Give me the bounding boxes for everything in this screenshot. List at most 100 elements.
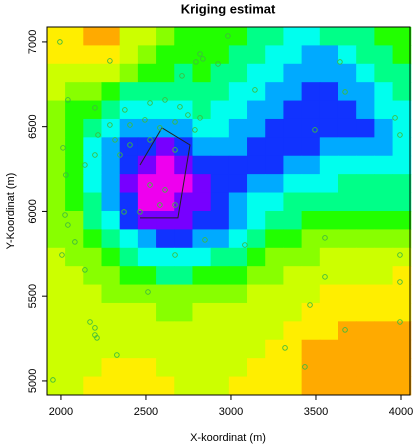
heat-cell — [374, 321, 394, 341]
heat-cell — [137, 339, 157, 359]
heat-cell — [392, 174, 412, 194]
data-point — [107, 58, 113, 64]
data-point — [197, 51, 203, 57]
heat-cell — [247, 358, 266, 378]
data-point — [322, 274, 328, 280]
x-tick-label: 3500 — [304, 406, 328, 418]
heat-cell — [247, 302, 266, 322]
heat-cell — [247, 284, 266, 304]
heat-cell — [210, 100, 230, 120]
heat-cell — [392, 155, 412, 175]
heat-cell — [319, 229, 339, 249]
heat-cell — [356, 174, 375, 194]
data-point — [92, 325, 98, 331]
heat-cell — [83, 358, 102, 378]
heat-cell — [156, 63, 175, 83]
heat-cell — [46, 174, 66, 194]
heat-cell — [174, 26, 193, 46]
heat-cell — [356, 229, 375, 249]
data-point — [397, 252, 403, 258]
heat-cell — [319, 321, 339, 341]
data-point — [200, 56, 206, 62]
heat-cell — [392, 284, 412, 304]
heat-cell — [301, 376, 321, 396]
heat-cell — [301, 155, 321, 175]
heat-cell — [319, 192, 339, 212]
heat-cell — [156, 155, 175, 175]
data-point — [127, 142, 133, 148]
heat-cell — [137, 26, 157, 46]
data-point — [192, 127, 198, 133]
heat-cell — [374, 174, 394, 194]
heat-cell — [374, 266, 394, 286]
heat-cell — [356, 155, 375, 175]
heat-cell — [301, 302, 321, 322]
data-point — [172, 119, 178, 125]
heat-cell — [228, 284, 248, 304]
heat-cell — [119, 211, 139, 230]
heat-cell — [247, 339, 266, 359]
heat-cell — [247, 192, 266, 212]
heat-cell — [283, 302, 303, 322]
heat-cell — [247, 26, 266, 46]
heat-cell — [283, 63, 303, 83]
heat-cell — [192, 137, 212, 157]
heat-cell — [65, 174, 84, 194]
heat-cell — [265, 302, 284, 322]
heat-cell — [283, 45, 303, 65]
heat-cell — [83, 339, 102, 359]
heat-cell — [301, 100, 321, 120]
heat-cell — [210, 339, 230, 359]
heat-cell — [174, 376, 193, 396]
heat-cell — [156, 266, 175, 286]
heat-cell — [319, 211, 339, 230]
x-tick-label: 2000 — [49, 406, 73, 418]
heat-cell — [46, 358, 66, 378]
heat-cell — [156, 211, 175, 230]
heat-cell — [192, 247, 212, 267]
data-point — [147, 100, 153, 106]
heat-cell — [247, 155, 266, 175]
heat-cell — [265, 266, 284, 286]
heat-cell — [374, 192, 394, 212]
heat-cell — [46, 321, 66, 341]
heat-cell — [83, 118, 102, 138]
heat-cell — [174, 211, 193, 230]
data-point — [142, 117, 148, 123]
heat-cell — [283, 339, 303, 359]
heat-cell — [228, 100, 248, 120]
data-point — [185, 112, 191, 118]
heat-cell — [101, 174, 121, 194]
heat-cell — [228, 174, 248, 194]
heat-cell — [101, 266, 121, 286]
heat-cell — [83, 26, 102, 46]
heat-cell — [101, 321, 121, 341]
heat-cell — [46, 45, 66, 65]
heat-cell — [119, 63, 139, 83]
heat-cell — [46, 100, 66, 120]
heat-cell — [101, 339, 121, 359]
heat-cell — [392, 82, 412, 102]
heat-cell — [119, 100, 139, 120]
heat-cell — [392, 45, 412, 65]
data-point — [177, 104, 183, 110]
heat-cell — [137, 229, 157, 249]
heat-cell — [301, 321, 321, 341]
data-point — [94, 335, 100, 341]
heat-cell — [247, 137, 266, 157]
heat-cell — [374, 155, 394, 175]
heat-cell — [65, 284, 84, 304]
heat-cell — [283, 192, 303, 212]
heat-cell — [265, 137, 284, 157]
heat-cell — [119, 155, 139, 175]
heat-cell — [119, 266, 139, 286]
heat-cell — [356, 266, 375, 286]
heat-cell — [210, 45, 230, 65]
y-axis-label: Y-Koordinat (m) — [5, 173, 17, 250]
heat-cell — [210, 155, 230, 175]
heat-cell — [83, 302, 102, 322]
heat-cell — [337, 376, 357, 396]
heat-cell — [301, 63, 321, 83]
data-point — [137, 209, 143, 215]
heat-cell — [156, 358, 175, 378]
